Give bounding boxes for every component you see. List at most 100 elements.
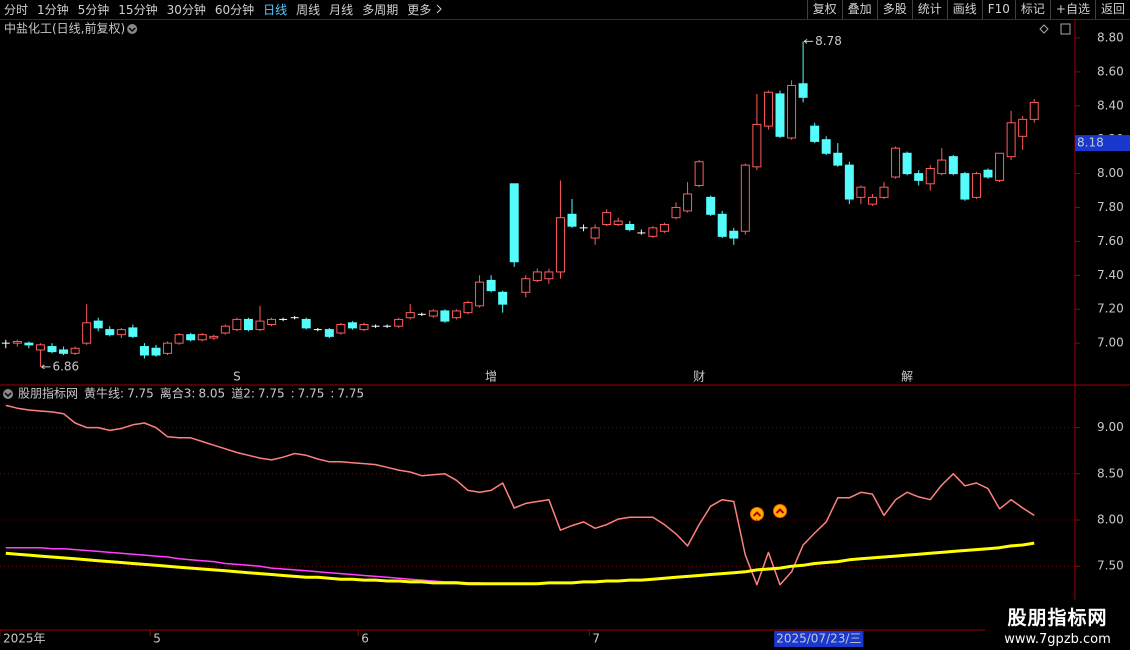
candle-body <box>867 196 877 205</box>
y-tick-label: 7.20 <box>1097 302 1124 316</box>
candle-body <box>590 227 600 239</box>
x-tick-label: 5 <box>153 632 161 646</box>
candle-body <box>914 173 924 181</box>
candle-body <box>879 186 889 198</box>
candle-body <box>209 335 219 339</box>
candle-body <box>925 168 935 185</box>
candle-body <box>509 183 519 263</box>
candle-body <box>463 301 473 314</box>
candle-body <box>694 161 704 186</box>
candle-body <box>336 324 346 334</box>
indicator-title: 股朋指标网 <box>18 386 78 401</box>
event-label: 财 <box>693 370 705 384</box>
signal-icon <box>752 511 762 517</box>
y-tick-label: 8.00 <box>1097 166 1124 180</box>
candle-body <box>405 312 415 319</box>
period-tabs: 分时 1分钟 5分钟 15分钟 30分钟 60分钟 日线 周线 月线 多周期 更多 <box>0 0 448 19</box>
y-tick-label: 7.60 <box>1097 234 1124 248</box>
candle-body <box>648 227 658 237</box>
candle-body <box>128 327 138 337</box>
candle-body <box>891 147 901 178</box>
series-line <box>5 546 515 585</box>
cursor-date-label: 2025/07/23/三 <box>776 632 861 646</box>
y-tick-label: 7.50 <box>1097 559 1124 573</box>
tool-button[interactable]: 返回 <box>1094 0 1130 19</box>
candle-body <box>47 346 57 353</box>
candle-body <box>683 193 693 212</box>
candle-body <box>220 325 230 334</box>
tool-button[interactable]: 画线 <box>946 0 982 19</box>
period-tab[interactable]: 5分钟 <box>77 3 110 17</box>
chevron <box>436 4 442 14</box>
period-tab[interactable]: 周线 <box>296 3 321 17</box>
cursor-price-box <box>1075 135 1130 152</box>
event-label: 解 <box>901 370 913 384</box>
candle-body <box>798 83 808 98</box>
candle-body <box>948 156 958 175</box>
candle-body <box>659 223 669 232</box>
period-tab[interactable]: 1分钟 <box>37 3 69 17</box>
candle-body <box>163 342 173 354</box>
signal-icon <box>773 504 787 518</box>
candle-body <box>844 164 854 200</box>
candle-body <box>625 223 635 231</box>
readout-label: 离合3: <box>160 386 196 401</box>
candle-body <box>983 169 993 178</box>
candle-body <box>59 349 69 354</box>
candle-body <box>1006 122 1016 158</box>
candle-body <box>567 213 577 227</box>
candle-body <box>521 278 531 293</box>
readout-value: 7.75 <box>258 387 285 401</box>
candle-body <box>475 281 485 307</box>
candle-body <box>532 271 542 281</box>
candle-body <box>937 159 947 175</box>
period-tab[interactable]: 更多 <box>407 1 443 18</box>
readout-label: : <box>291 387 295 401</box>
tool-button[interactable]: 多股 <box>876 0 912 19</box>
tool-button[interactable]: +自选 <box>1049 0 1095 19</box>
candle-body <box>24 342 34 346</box>
watermark: 股朋指标网 www.7gpzb.com <box>985 600 1130 650</box>
series-line <box>5 404 1035 586</box>
extreme-arrow <box>803 38 814 44</box>
period-tab[interactable]: 15分钟 <box>118 3 158 17</box>
candle-body <box>105 329 115 336</box>
period-tab[interactable]: 60分钟 <box>214 3 255 17</box>
candle-body <box>82 322 92 344</box>
series-line <box>5 541 1035 586</box>
candle-body <box>428 310 438 317</box>
icon[interactable] <box>1039 24 1049 34</box>
candle-body <box>116 329 126 336</box>
period-tab[interactable]: 多周期 <box>362 3 399 17</box>
candle-body <box>440 310 450 322</box>
period-tab[interactable]: 30分钟 <box>166 3 206 17</box>
tool-button[interactable]: 统计 <box>911 0 947 19</box>
candle-body <box>35 344 45 351</box>
x-tick-label: 7 <box>592 632 600 646</box>
tool-button[interactable]: 叠加 <box>841 0 877 19</box>
x-tick-label: 6 <box>361 632 369 646</box>
y-tick-label: 8.00 <box>1097 513 1124 527</box>
tool-button[interactable]: 标记 <box>1014 0 1050 19</box>
period-tab[interactable]: 月线 <box>329 3 354 17</box>
menu-icon[interactable] <box>3 389 13 399</box>
tool-button[interactable]: 复权 <box>806 0 842 19</box>
candle-body <box>752 123 762 168</box>
candle-body <box>763 91 773 127</box>
tool-button[interactable]: F10 <box>981 0 1015 19</box>
candle-body <box>555 217 565 273</box>
candle-body <box>93 320 103 329</box>
readout-value: 7.75 <box>337 387 364 401</box>
candle-body <box>186 334 196 341</box>
candle-body <box>833 152 843 166</box>
candle-body <box>498 291 508 305</box>
candle-body <box>359 324 369 331</box>
extreme-label: 6.86 <box>52 359 79 373</box>
period-tab[interactable]: 日线 <box>263 3 288 17</box>
y-tick-label: 7.80 <box>1097 200 1124 214</box>
icon[interactable] <box>1060 23 1071 35</box>
y-tick-label: 7.40 <box>1097 268 1124 282</box>
period-tab[interactable]: 分时 <box>4 3 29 17</box>
